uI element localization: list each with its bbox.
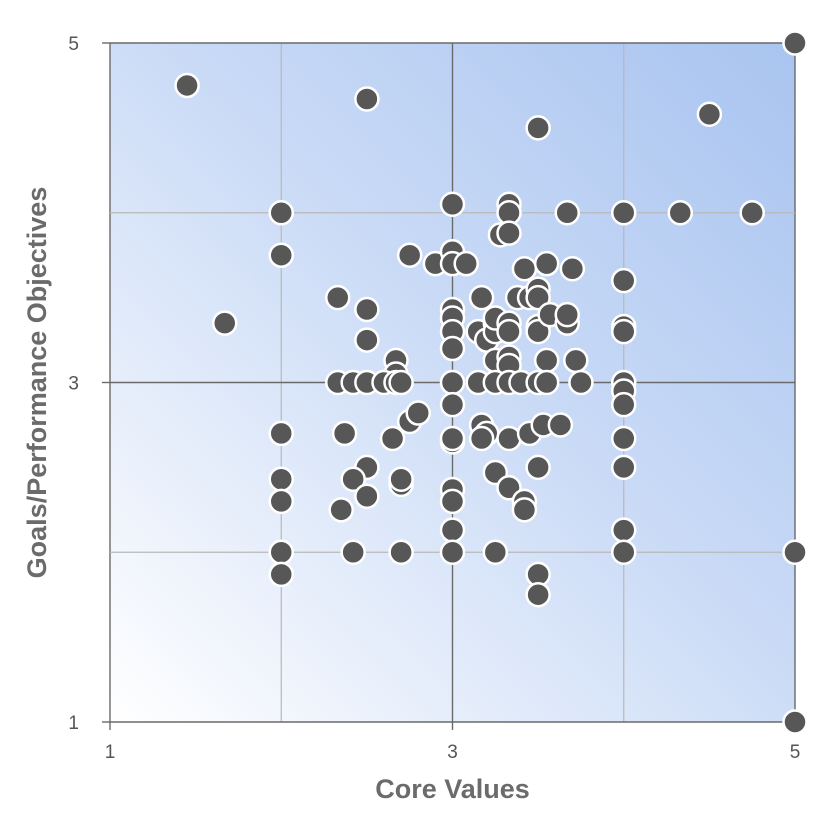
data-point — [525, 318, 551, 345]
data-point — [340, 466, 366, 493]
data-point — [611, 454, 637, 481]
data-point — [511, 497, 538, 523]
y-tick-label: 1 — [68, 713, 79, 734]
data-point — [325, 284, 351, 311]
data-point — [439, 539, 466, 565]
data-point — [611, 539, 637, 565]
data-point — [388, 539, 414, 565]
data-point — [533, 369, 560, 396]
data-point — [554, 301, 580, 328]
data-point — [511, 256, 538, 282]
data-point — [525, 115, 551, 141]
data-point — [525, 581, 551, 608]
data-point — [611, 391, 637, 418]
data-point — [439, 191, 466, 218]
data-point — [379, 425, 406, 452]
data-point — [611, 200, 637, 226]
data-point — [268, 488, 294, 515]
data-point — [439, 391, 466, 418]
x-tick-label: 3 — [447, 742, 458, 763]
data-point — [554, 200, 580, 226]
data-point — [525, 454, 551, 481]
data-point — [547, 412, 574, 438]
data-point — [174, 72, 200, 99]
data-point — [533, 347, 560, 374]
data-point — [331, 420, 358, 447]
data-point — [439, 488, 466, 515]
data-point — [525, 284, 551, 311]
data-point — [533, 250, 560, 277]
data-point — [405, 400, 431, 426]
data-point — [439, 335, 466, 362]
data-point — [611, 267, 637, 294]
data-point — [328, 497, 354, 523]
x-axis-title: Core Values — [375, 774, 530, 804]
data-point — [268, 200, 294, 226]
data-point — [611, 318, 637, 345]
data-point — [611, 517, 637, 543]
data-point — [354, 86, 380, 112]
data-point — [439, 425, 466, 452]
data-point — [354, 327, 380, 353]
data-point — [611, 425, 637, 452]
y-tick-label: 5 — [68, 34, 79, 55]
data-point — [268, 242, 294, 268]
y-axis-title: Goals/Performance Objectives — [22, 187, 52, 579]
data-point — [439, 369, 466, 396]
x-tick-label: 5 — [790, 742, 801, 763]
data-point — [468, 284, 495, 311]
data-point — [667, 200, 694, 226]
data-point — [782, 539, 808, 565]
data-point — [559, 256, 586, 282]
data-point — [396, 242, 423, 268]
data-point — [268, 539, 294, 565]
data-point — [563, 347, 589, 374]
data-point — [468, 425, 495, 452]
data-point — [696, 101, 723, 128]
data-point — [739, 200, 765, 226]
data-point — [496, 318, 522, 345]
x-tick-label: 1 — [105, 742, 116, 763]
data-point — [354, 296, 380, 323]
y-tick-label: 3 — [68, 374, 79, 395]
data-point — [496, 425, 522, 452]
data-point — [268, 466, 294, 493]
data-point — [268, 561, 294, 588]
data-point — [496, 220, 522, 246]
data-point — [439, 517, 466, 543]
data-points — [174, 30, 808, 735]
data-point — [388, 466, 414, 493]
data-point — [268, 420, 294, 447]
data-point — [453, 250, 479, 277]
data-point — [211, 310, 238, 336]
data-point — [568, 369, 594, 396]
data-point — [782, 30, 808, 56]
tick-labels: 1 3 5 1 3 5 — [68, 34, 800, 763]
data-point — [340, 539, 366, 565]
data-point — [354, 483, 380, 509]
data-point — [482, 539, 509, 565]
data-point — [782, 709, 808, 735]
data-point — [388, 369, 414, 396]
